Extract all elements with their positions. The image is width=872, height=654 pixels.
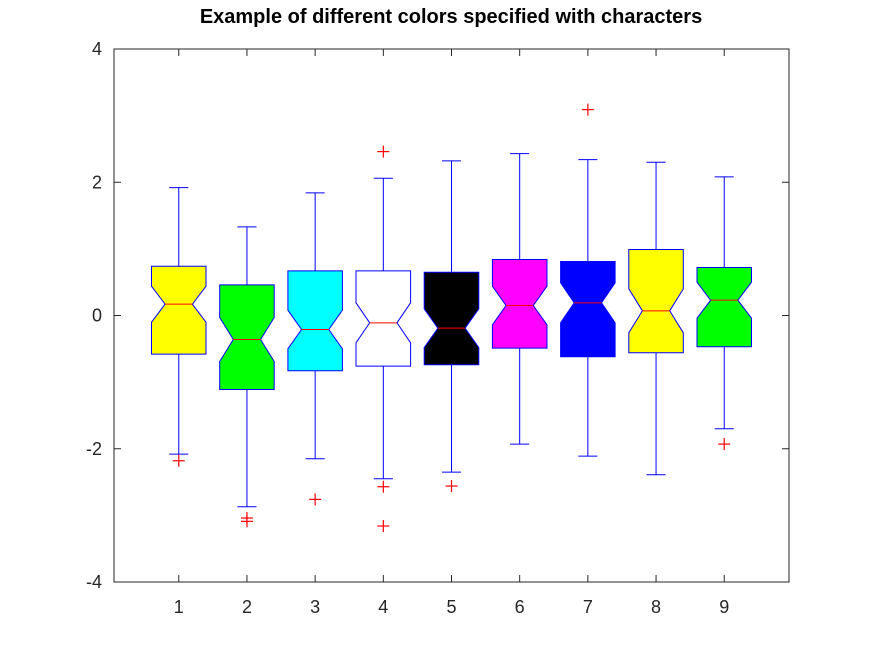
outlier-marker — [377, 520, 390, 533]
outlier-marker — [377, 145, 390, 158]
y-tick-label: 2 — [92, 172, 102, 192]
notched-box — [628, 249, 684, 354]
chart-title: Example of different colors specified wi… — [200, 6, 702, 28]
notched-box — [560, 261, 616, 358]
box-1 — [151, 187, 207, 467]
notched-box — [355, 270, 412, 367]
y-tick-label: -2 — [86, 439, 102, 459]
x-tick-label: 9 — [719, 597, 729, 617]
notched-box — [423, 271, 480, 366]
outlier-marker — [445, 480, 458, 493]
outlier-marker — [240, 515, 253, 528]
box-5 — [423, 160, 480, 493]
x-tick-label: 6 — [515, 597, 525, 617]
y-axis: -4 -2 0 2 4 — [86, 39, 789, 592]
y-tick-label: -4 — [86, 572, 102, 592]
box-3 — [287, 192, 343, 506]
y-tick-label: 0 — [92, 306, 102, 326]
x-tick-label: 5 — [446, 597, 456, 617]
x-tick-label: 4 — [378, 597, 388, 617]
outlier-marker — [309, 493, 322, 506]
x-tick-label: 3 — [310, 597, 320, 617]
box-series — [151, 103, 752, 533]
x-tick-label: 2 — [242, 597, 252, 617]
outlier-marker — [581, 103, 594, 116]
outlier-marker — [172, 454, 185, 467]
outlier-marker — [377, 480, 390, 493]
x-tick-label: 8 — [651, 597, 661, 617]
box-6 — [491, 153, 548, 445]
x-axis: 1 2 3 4 5 6 7 8 9 — [174, 49, 729, 617]
notched-box — [491, 259, 548, 349]
box-4 — [355, 145, 412, 533]
box-2 — [219, 226, 275, 528]
x-tick-label: 1 — [174, 597, 184, 617]
notched-box — [287, 270, 343, 372]
x-tick-label: 7 — [583, 597, 593, 617]
box-7 — [560, 103, 616, 457]
box-8 — [628, 161, 684, 476]
notched-box — [219, 284, 275, 390]
notched-box — [151, 265, 207, 355]
notched-box — [696, 267, 752, 348]
y-tick-label: 4 — [92, 39, 102, 59]
outlier-marker — [718, 438, 731, 451]
box-9 — [696, 176, 752, 451]
